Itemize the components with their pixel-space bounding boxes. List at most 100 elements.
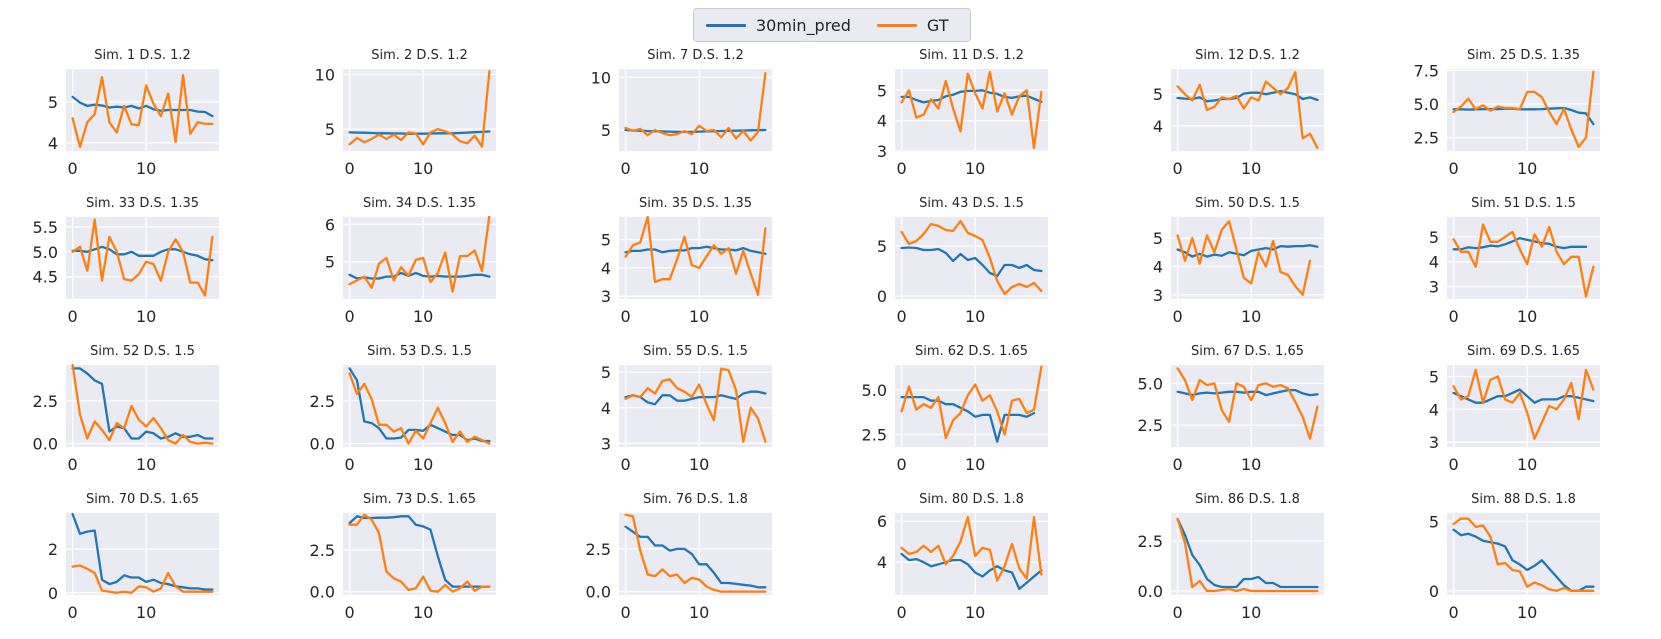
x-tick-label: 0 bbox=[621, 159, 631, 178]
subplot: Sim. 35 D.S. 1.35 0 10 3 4 5 bbox=[601, 196, 772, 326]
subplot-title: Sim. 25 D.S. 1.35 bbox=[1467, 48, 1580, 63]
y-tick-label: 5 bbox=[877, 237, 887, 256]
y-tick-label: 2.5 bbox=[862, 426, 887, 445]
series-line-gt bbox=[348, 513, 491, 593]
subplot-title: Sim. 70 D.S. 1.65 bbox=[86, 492, 199, 507]
subplot: Sim. 67 D.S. 1.65 0 10 2.5 5.0 bbox=[1138, 344, 1324, 474]
series-line-gt bbox=[900, 365, 1043, 440]
x-tick-label: 10 bbox=[413, 603, 433, 622]
y-tick-label: 5 bbox=[1153, 85, 1163, 104]
series-line-pred bbox=[624, 525, 767, 589]
x-tick-label: 0 bbox=[345, 455, 355, 474]
subplot-title: Sim. 52 D.S. 1.5 bbox=[90, 344, 195, 359]
series-line-gt bbox=[1176, 517, 1319, 593]
axes-background bbox=[66, 513, 219, 595]
x-tick-label: 0 bbox=[1173, 159, 1183, 178]
y-tick-label: 0.0 bbox=[310, 583, 335, 602]
y-tick-label: 5 bbox=[48, 93, 58, 112]
y-tick-label: 2.5 bbox=[586, 540, 611, 559]
y-tick-label: 10 bbox=[315, 65, 335, 84]
series-line-pred bbox=[1176, 517, 1319, 589]
axes-background bbox=[1171, 513, 1324, 595]
subplot: Sim. 2 D.S. 1.2 0 10 5 10 bbox=[315, 48, 496, 178]
x-tick-label: 10 bbox=[1241, 159, 1261, 178]
x-tick-label: 0 bbox=[1449, 307, 1459, 326]
subplot-title: Sim. 12 D.S. 1.2 bbox=[1195, 48, 1300, 63]
subplot: Sim. 53 D.S. 1.5 0 10 0.0 2.5 bbox=[310, 344, 496, 474]
axes-background bbox=[1171, 217, 1324, 299]
legend-entry-gt: GT bbox=[865, 9, 963, 41]
series-line-pred bbox=[71, 245, 214, 262]
subplot-title: Sim. 2 D.S. 1.2 bbox=[371, 48, 468, 63]
x-tick-label: 0 bbox=[345, 307, 355, 326]
subplot-title: Sim. 33 D.S. 1.35 bbox=[86, 196, 199, 211]
y-tick-label: 2.5 bbox=[1138, 532, 1163, 551]
subplot: Sim. 7 D.S. 1.2 0 10 5 10 bbox=[591, 48, 772, 178]
y-tick-label: 4 bbox=[1153, 117, 1163, 136]
y-tick-label: 4 bbox=[601, 259, 611, 278]
y-tick-label: 4.5 bbox=[33, 268, 58, 287]
legend: 30min_pred GT bbox=[693, 8, 971, 42]
subplot: Sim. 52 D.S. 1.5 0 10 0.0 2.5 bbox=[33, 344, 219, 474]
y-tick-label: 0.0 bbox=[33, 435, 58, 454]
axes-background bbox=[1171, 365, 1324, 447]
x-tick-label: 0 bbox=[68, 159, 78, 178]
y-tick-label: 0 bbox=[48, 584, 58, 603]
x-tick-label: 0 bbox=[1449, 159, 1459, 178]
y-tick-label: 3 bbox=[1429, 433, 1439, 452]
y-tick-label: 5 bbox=[601, 121, 611, 140]
y-tick-label: 4 bbox=[48, 134, 58, 153]
x-tick-label: 0 bbox=[621, 603, 631, 622]
series-line-pred bbox=[348, 271, 491, 280]
subplot-title: Sim. 53 D.S. 1.5 bbox=[367, 344, 472, 359]
series-line-gt bbox=[624, 367, 767, 443]
subplot-title: Sim. 35 D.S. 1.35 bbox=[639, 196, 752, 211]
y-tick-label: 5.0 bbox=[1138, 374, 1163, 393]
series-line-gt bbox=[71, 218, 214, 297]
y-tick-label: 5 bbox=[601, 363, 611, 382]
subplot-title: Sim. 73 D.S. 1.65 bbox=[363, 492, 476, 507]
x-tick-label: 10 bbox=[1517, 307, 1537, 326]
series-line-gt bbox=[1176, 220, 1312, 296]
subplot: Sim. 80 D.S. 1.8 0 10 4 6 bbox=[877, 492, 1048, 622]
axes-background bbox=[619, 217, 772, 299]
subplot-title: Sim. 7 D.S. 1.2 bbox=[647, 48, 744, 63]
subplot-title: Sim. 50 D.S. 1.5 bbox=[1195, 196, 1300, 211]
subplot-title: Sim. 34 D.S. 1.35 bbox=[363, 196, 476, 211]
subplot: Sim. 62 D.S. 1.65 0 10 2.5 5.0 bbox=[862, 344, 1048, 474]
x-tick-label: 10 bbox=[965, 603, 985, 622]
x-tick-label: 10 bbox=[413, 159, 433, 178]
axes-background bbox=[1171, 69, 1324, 151]
subplot: Sim. 1 D.S. 1.2 0 10 4 5 bbox=[48, 48, 219, 178]
legend-swatch-pred bbox=[706, 23, 746, 27]
x-tick-label: 0 bbox=[68, 455, 78, 474]
subplot-title: Sim. 62 D.S. 1.65 bbox=[915, 344, 1028, 359]
subplot: Sim. 25 D.S. 1.35 0 10 2.5 5.0 7.5 bbox=[1414, 48, 1600, 178]
y-tick-label: 2.5 bbox=[1414, 129, 1439, 148]
y-tick-label: 5 bbox=[1429, 367, 1439, 386]
series-line-gt bbox=[624, 513, 767, 593]
axes-background bbox=[895, 513, 1048, 595]
subplot: Sim. 34 D.S. 1.35 0 10 5 6 bbox=[325, 196, 496, 326]
subplot: Sim. 11 D.S. 1.2 0 10 3 4 5 bbox=[877, 48, 1048, 178]
series-line-pred bbox=[900, 395, 1036, 443]
x-tick-label: 0 bbox=[1449, 455, 1459, 474]
y-tick-label: 2.5 bbox=[1138, 416, 1163, 435]
y-tick-label: 0.0 bbox=[1138, 582, 1163, 601]
series-line-gt bbox=[1452, 223, 1595, 298]
subplot: Sim. 51 D.S. 1.5 0 10 3 4 5 bbox=[1429, 196, 1600, 326]
y-tick-label: 5.5 bbox=[33, 218, 58, 237]
series-line-gt bbox=[900, 219, 1043, 296]
y-tick-label: 5 bbox=[325, 120, 335, 139]
subplot: Sim. 88 D.S. 1.8 0 10 0 5 bbox=[1429, 492, 1600, 622]
x-tick-label: 10 bbox=[689, 307, 709, 326]
y-tick-label: 2.5 bbox=[310, 541, 335, 560]
y-tick-label: 0 bbox=[877, 287, 887, 306]
y-tick-label: 4 bbox=[877, 112, 887, 131]
axes-background bbox=[619, 69, 772, 151]
legend-label-gt: GT bbox=[926, 15, 949, 35]
series-line-gt bbox=[348, 70, 491, 148]
series-line-gt bbox=[71, 564, 214, 594]
y-tick-label: 10 bbox=[591, 68, 611, 87]
series-line-gt bbox=[348, 372, 491, 445]
